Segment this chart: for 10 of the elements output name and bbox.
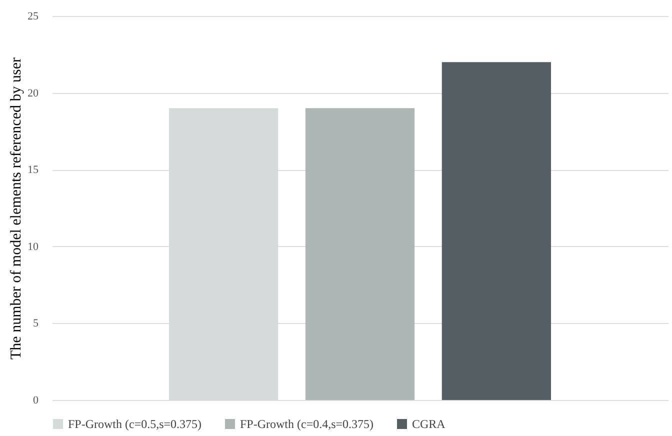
y-tick-label: 5 [33,318,39,330]
y-tick-label: 20 [28,87,39,100]
y-tick-label: 25 [28,10,39,22]
y-tick-label: 10 [28,240,39,253]
legend-label: CGRA [412,417,446,431]
legend-label: FP-Growth (c=0.5,s=0.375) [68,417,202,431]
y-tick-label: 0 [33,394,39,406]
y-axis-title: The number of model elements referenced by user [8,58,24,360]
legend-label: FP-Growth (c=0.4,s=0.375) [240,417,374,431]
y-tick-label: 15 [28,164,39,176]
